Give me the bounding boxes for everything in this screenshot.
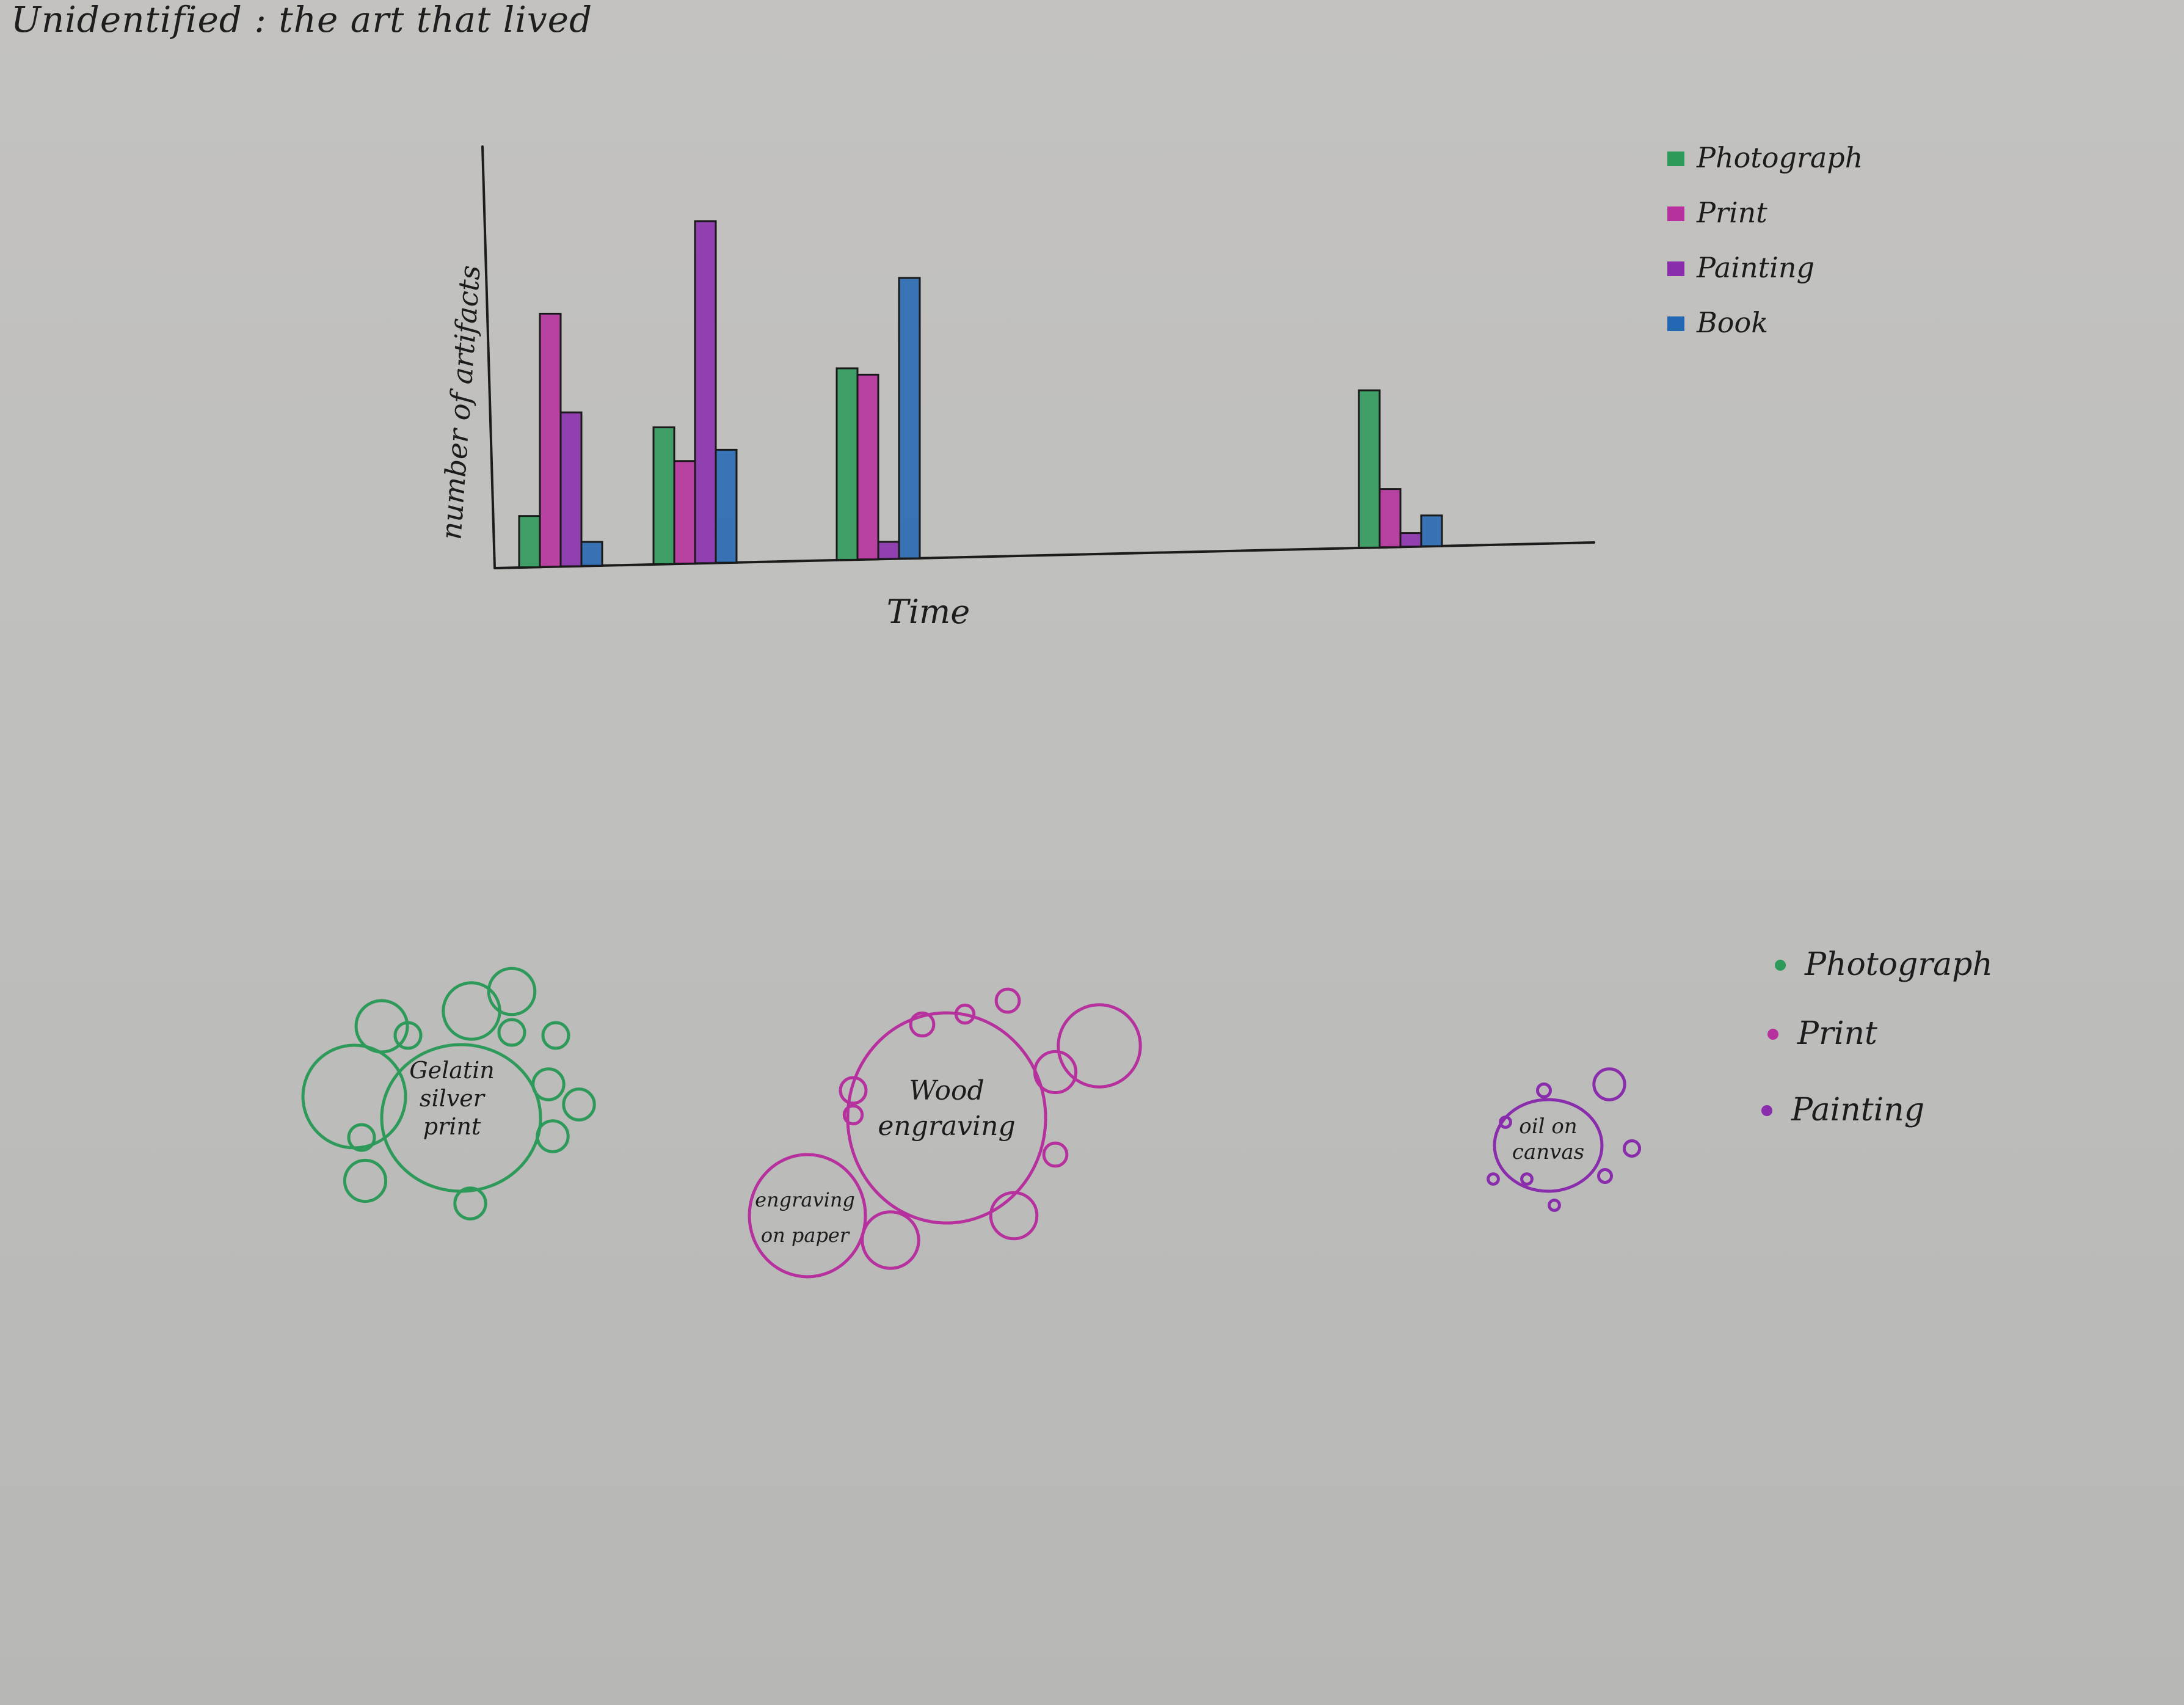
- bar-legend-swatch-book: [1667, 316, 1684, 331]
- bubble-legend: Photograph Print Painting: [1761, 946, 1993, 1128]
- bubble-satellite: [1622, 1139, 1642, 1158]
- bubble-main: [748, 1153, 867, 1279]
- bar-legend-swatch-photograph: [1667, 152, 1684, 166]
- bubble-satellite: [842, 1104, 864, 1126]
- bubble-satellite: [347, 1123, 376, 1152]
- bubble-satellite: [1520, 1172, 1534, 1186]
- bubble-cluster-2: Wood engraving: [839, 987, 1142, 1270]
- bubble-main: [1493, 1098, 1604, 1193]
- bubble-satellite: [541, 1021, 570, 1050]
- bubble-satellite: [354, 999, 409, 1054]
- bubble-satellite: [989, 1191, 1039, 1241]
- bubble-satellite: [1592, 1067, 1626, 1101]
- bubble-legend-label-painting: Painting: [1791, 1092, 1924, 1128]
- bar-legend: Photograph Print Painting Book: [1667, 141, 1863, 339]
- bubble-satellite: [1042, 1141, 1069, 1168]
- bubble-label: print: [423, 1113, 481, 1140]
- bubble-satellite: [343, 1158, 388, 1203]
- bar-painting-3: [877, 541, 900, 560]
- bar-photograph-2: [652, 426, 675, 566]
- bubble-satellite: [497, 1018, 526, 1047]
- bar-book-2: [715, 448, 738, 564]
- bubble-satellite: [909, 1011, 936, 1038]
- bubble-satellite: [1487, 1172, 1500, 1186]
- bubble-satellite: [393, 1021, 423, 1050]
- bar-painting-2: [694, 220, 717, 564]
- bar-book-1: [580, 541, 603, 567]
- bubble-chart: GelatinsilverprintWoodengravingengraving…: [301, 946, 1993, 1279]
- bar-book-3: [898, 277, 921, 560]
- bar-legend-swatch-print: [1667, 206, 1684, 221]
- bubble-legend-dot-print: [1767, 1029, 1778, 1040]
- bar-legend-swatch-painting: [1667, 261, 1684, 276]
- y-axis-line: [481, 145, 496, 569]
- bar-print-4: [1378, 488, 1402, 549]
- bar-print-3: [856, 373, 879, 561]
- bubble-satellite: [536, 1119, 570, 1153]
- bar-book-4: [1420, 514, 1443, 547]
- bubble-satellite: [1548, 1199, 1561, 1212]
- bubble-label: on paper: [761, 1224, 850, 1247]
- bar-chart: Time number of artifacts Photograph Print…: [434, 141, 1863, 631]
- bar-print-2: [673, 460, 696, 565]
- x-axis-title: Time: [887, 593, 970, 631]
- bubble-clusters: GelatinsilverprintWoodengravingengraving…: [301, 966, 1642, 1279]
- bubble-label: engraving: [878, 1111, 1015, 1142]
- bubble-label: Wood: [909, 1075, 984, 1106]
- bubble-satellite: [453, 1186, 487, 1221]
- bar-print-1: [539, 312, 562, 568]
- bubble-legend-label-photograph: Photograph: [1804, 946, 1993, 983]
- y-axis-title: number of artifacts: [434, 264, 486, 541]
- bar-legend-label-book: Book: [1696, 306, 1768, 339]
- bubble-label: canvas: [1512, 1140, 1584, 1164]
- bubble-satellite: [301, 1043, 407, 1150]
- bar-legend-label-photograph: Photograph: [1696, 141, 1863, 174]
- bar-painting-4: [1399, 532, 1422, 548]
- bubble-main: [380, 1043, 542, 1193]
- bubble-satellite: [994, 987, 1021, 1014]
- bar-photograph-3: [835, 367, 859, 561]
- bubble-satellite: [839, 1076, 868, 1105]
- bars: [518, 220, 1443, 569]
- bubble-main: [846, 1011, 1047, 1225]
- bubble-label: Gelatin: [409, 1057, 495, 1084]
- bubble-legend-dot-photograph: [1775, 960, 1786, 971]
- bubble-satellite: [487, 966, 537, 1017]
- page-title: Unidentified : the art that lived: [11, 0, 593, 40]
- bar-photograph-1: [518, 515, 541, 569]
- bar-legend-label-painting: Painting: [1696, 251, 1815, 284]
- bar-legend-label-print: Print: [1696, 196, 1767, 229]
- bubble-label: oil on: [1519, 1114, 1577, 1139]
- bubble-satellite: [442, 981, 501, 1041]
- bubble-satellite: [861, 1210, 920, 1270]
- bar-painting-1: [559, 411, 583, 568]
- bubble-legend-dot-painting: [1761, 1105, 1772, 1116]
- bubble-cluster-3: engraving on paper: [748, 1153, 867, 1279]
- bar-photograph-4: [1358, 389, 1381, 549]
- bubble-satellite: [1057, 1003, 1142, 1089]
- bubble-satellite: [1597, 1168, 1613, 1184]
- bubble-label: silver: [420, 1085, 486, 1112]
- bubble-satellite: [562, 1087, 596, 1122]
- bubble-label: engraving: [755, 1188, 855, 1211]
- bubble-satellite: [1536, 1083, 1552, 1098]
- bubble-legend-label-print: Print: [1797, 1015, 1877, 1052]
